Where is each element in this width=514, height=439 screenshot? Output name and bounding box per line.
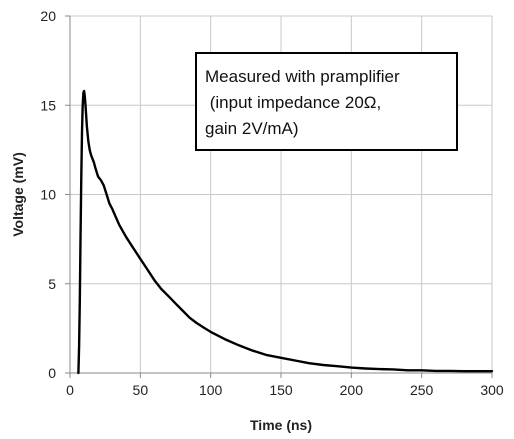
x-tick-label: 50 bbox=[133, 382, 149, 398]
y-tick-label: 20 bbox=[40, 8, 56, 24]
x-tick-label: 250 bbox=[410, 382, 434, 398]
annotation-line-1: Measured with pramplifier bbox=[205, 67, 400, 86]
x-tick-label: 0 bbox=[66, 382, 74, 398]
annotation-border bbox=[195, 52, 458, 151]
y-tick-label: 10 bbox=[40, 187, 56, 203]
x-axis-title: Time (ns) bbox=[250, 417, 312, 433]
series-layer bbox=[77, 89, 494, 375]
x-tick-label: 150 bbox=[269, 382, 293, 398]
annotation-line-3: gain 2V/mA) bbox=[205, 119, 299, 138]
y-tick-label: 0 bbox=[48, 365, 56, 381]
y-tick-label: 15 bbox=[40, 97, 56, 113]
voltage-series-line bbox=[77, 89, 494, 375]
x-tick-label: 300 bbox=[480, 382, 504, 398]
y-axis-title: Voltage (mV) bbox=[10, 152, 26, 237]
y-tick-label: 5 bbox=[48, 276, 56, 292]
x-tick-label: 100 bbox=[199, 382, 223, 398]
annotation-line-2: (input impedance 20Ω, bbox=[205, 93, 381, 112]
axis-layer: 0 50 100 150 200 250 300 0 5 10 15 20 bbox=[40, 8, 503, 398]
x-tick-label: 200 bbox=[340, 382, 364, 398]
annotation-box: Measured with pramplifier (input impedan… bbox=[195, 52, 458, 151]
